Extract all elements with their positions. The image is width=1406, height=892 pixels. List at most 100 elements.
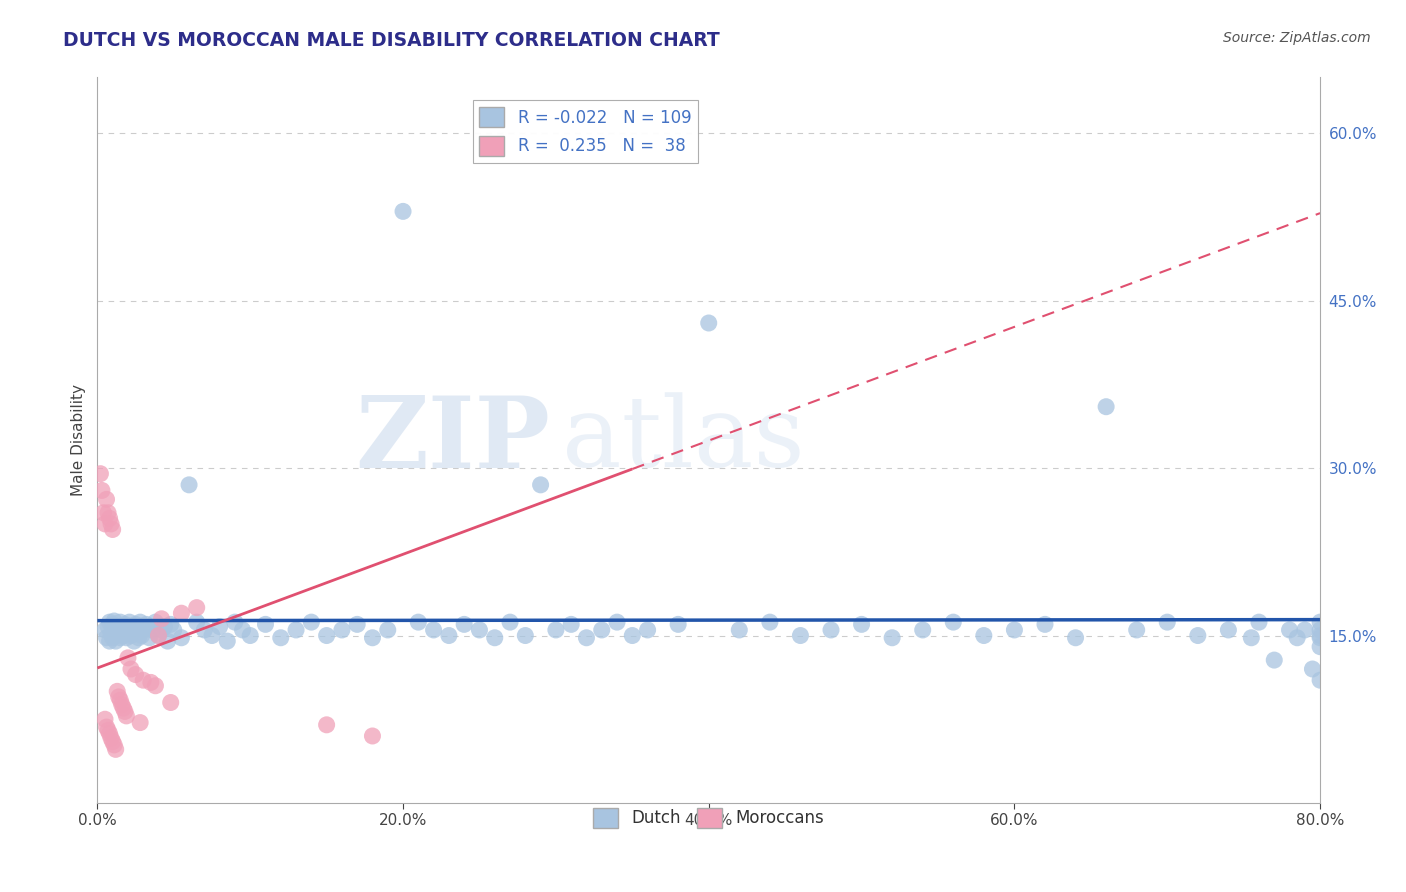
Point bbox=[942, 615, 965, 629]
Point bbox=[1247, 615, 1270, 629]
Point bbox=[1002, 623, 1025, 637]
Legend: Dutch, Moroccans: Dutch, Moroccans bbox=[586, 801, 831, 835]
Point bbox=[170, 606, 193, 620]
Point bbox=[103, 738, 125, 752]
Point bbox=[104, 628, 127, 642]
Point bbox=[346, 617, 368, 632]
Point bbox=[285, 623, 308, 637]
Point bbox=[606, 615, 628, 629]
Point bbox=[105, 684, 128, 698]
Point bbox=[128, 631, 150, 645]
Point bbox=[1263, 653, 1285, 667]
Point bbox=[122, 634, 145, 648]
Point bbox=[101, 734, 124, 748]
Point bbox=[150, 623, 173, 637]
Point bbox=[1286, 631, 1309, 645]
Point bbox=[153, 619, 176, 633]
Point bbox=[91, 483, 114, 498]
Point bbox=[120, 628, 142, 642]
Point bbox=[145, 615, 167, 629]
Point bbox=[100, 626, 122, 640]
Point bbox=[820, 623, 842, 637]
Point bbox=[159, 696, 181, 710]
Point bbox=[499, 615, 522, 629]
Point bbox=[217, 634, 239, 648]
Text: DUTCH VS MOROCCAN MALE DISABILITY CORRELATION CHART: DUTCH VS MOROCCAN MALE DISABILITY CORREL… bbox=[63, 31, 720, 50]
Point bbox=[666, 617, 689, 632]
Point bbox=[759, 615, 782, 629]
Point bbox=[299, 615, 322, 629]
Point bbox=[138, 631, 160, 645]
Point bbox=[112, 701, 135, 715]
Point bbox=[973, 628, 995, 642]
Point bbox=[135, 617, 157, 632]
Point bbox=[1033, 617, 1056, 632]
Point bbox=[156, 634, 179, 648]
Point bbox=[315, 628, 337, 642]
Point bbox=[1156, 615, 1178, 629]
Text: Source: ZipAtlas.com: Source: ZipAtlas.com bbox=[1223, 31, 1371, 45]
Point bbox=[1309, 673, 1331, 688]
Point bbox=[110, 631, 132, 645]
Point bbox=[124, 617, 146, 632]
Point bbox=[101, 631, 124, 645]
Point bbox=[361, 729, 384, 743]
Point bbox=[361, 631, 384, 645]
Point bbox=[1309, 628, 1331, 642]
Point bbox=[98, 727, 121, 741]
Point bbox=[112, 628, 135, 642]
Point bbox=[97, 723, 120, 738]
Point bbox=[1309, 623, 1331, 637]
Point bbox=[1218, 623, 1240, 637]
Y-axis label: Male Disability: Male Disability bbox=[72, 384, 86, 496]
Point bbox=[1309, 631, 1331, 645]
Point bbox=[1301, 662, 1323, 676]
Point bbox=[728, 623, 751, 637]
Point bbox=[124, 667, 146, 681]
Point bbox=[100, 516, 122, 531]
Point bbox=[170, 631, 193, 645]
Point bbox=[105, 619, 128, 633]
Point bbox=[129, 715, 152, 730]
Point bbox=[101, 523, 124, 537]
Point bbox=[201, 628, 224, 642]
Point bbox=[453, 617, 475, 632]
Point bbox=[1309, 640, 1331, 654]
Point bbox=[270, 631, 292, 645]
Point bbox=[515, 628, 537, 642]
Point bbox=[98, 634, 121, 648]
Point bbox=[193, 623, 215, 637]
Point bbox=[1064, 631, 1087, 645]
Point bbox=[131, 628, 153, 642]
Point bbox=[529, 478, 551, 492]
Point bbox=[163, 623, 186, 637]
Point bbox=[115, 631, 138, 645]
Point bbox=[575, 631, 598, 645]
Point bbox=[851, 617, 873, 632]
Point bbox=[97, 619, 120, 633]
Point bbox=[621, 628, 644, 642]
Point bbox=[117, 651, 139, 665]
Point bbox=[1294, 623, 1316, 637]
Point bbox=[186, 600, 208, 615]
Point bbox=[94, 712, 117, 726]
Point bbox=[254, 617, 277, 632]
Point bbox=[159, 617, 181, 632]
Point bbox=[127, 623, 149, 637]
Point bbox=[98, 511, 121, 525]
Point bbox=[392, 204, 415, 219]
Point bbox=[94, 623, 117, 637]
Point bbox=[114, 617, 136, 632]
Point bbox=[114, 705, 136, 719]
Point bbox=[141, 623, 163, 637]
Point bbox=[132, 623, 155, 637]
Point bbox=[468, 623, 491, 637]
Point bbox=[437, 628, 460, 642]
Point bbox=[110, 693, 132, 707]
Point bbox=[697, 316, 720, 330]
Point bbox=[100, 731, 122, 746]
Point bbox=[422, 623, 444, 637]
Point bbox=[208, 619, 231, 633]
Point bbox=[97, 506, 120, 520]
Point bbox=[118, 615, 141, 629]
